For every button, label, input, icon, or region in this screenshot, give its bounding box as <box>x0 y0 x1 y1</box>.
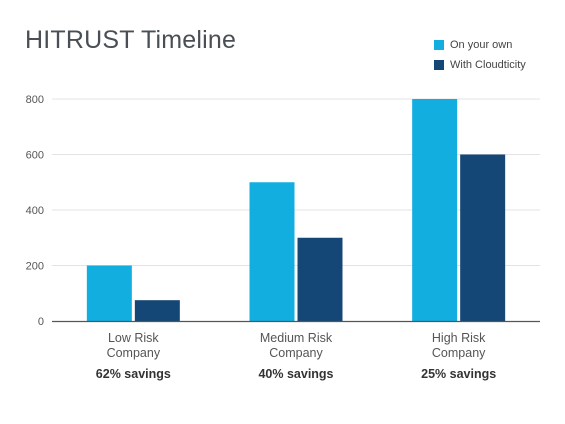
x-category-label-1: Medium Risk Company <box>260 331 333 360</box>
y-tick-label-4: 800 <box>26 94 44 106</box>
bar-1-1 <box>297 237 343 321</box>
legend-label-series-0: On your own <box>450 39 513 51</box>
legend-item-series-0: On your own <box>434 36 526 54</box>
legend: On your own With Cloudticity <box>434 36 526 76</box>
bar-1-0 <box>134 300 180 321</box>
x-category-label-2-line-1: Company <box>432 346 486 360</box>
legend-swatch-series-1 <box>434 60 444 70</box>
savings-annotation-2: 25% savings <box>421 367 496 381</box>
x-category-label-0-line-1: Company <box>107 346 161 360</box>
legend-label-series-1: With Cloudticity <box>450 59 526 71</box>
x-category-label-2: High Risk Company <box>432 331 486 360</box>
legend-item-series-1: With Cloudticity <box>434 56 526 74</box>
savings-annotation-1: 40% savings <box>258 367 333 381</box>
y-tick-label-0: 0 <box>38 316 44 328</box>
x-category-label-1-line-1: Company <box>269 346 323 360</box>
x-category-label-0-line-0: Low Risk <box>108 331 159 345</box>
chart-title: HITRUST Timeline <box>25 26 237 54</box>
legend-swatch-series-0 <box>434 40 444 50</box>
bar-0-1 <box>249 182 295 321</box>
x-category-label-1-line-0: Medium Risk <box>260 331 333 345</box>
x-category-label-0: Low Risk Company <box>107 331 161 360</box>
bar-0-0 <box>86 265 132 321</box>
bar-0-2 <box>412 99 458 321</box>
x-category-label-2-line-0: High Risk <box>432 331 486 345</box>
y-tick-label-1: 200 <box>26 261 44 273</box>
savings-annotation-0: 62% savings <box>96 367 171 381</box>
bar-1-2 <box>460 154 506 321</box>
y-tick-label-2: 400 <box>26 205 44 217</box>
y-tick-label-3: 600 <box>26 150 44 162</box>
